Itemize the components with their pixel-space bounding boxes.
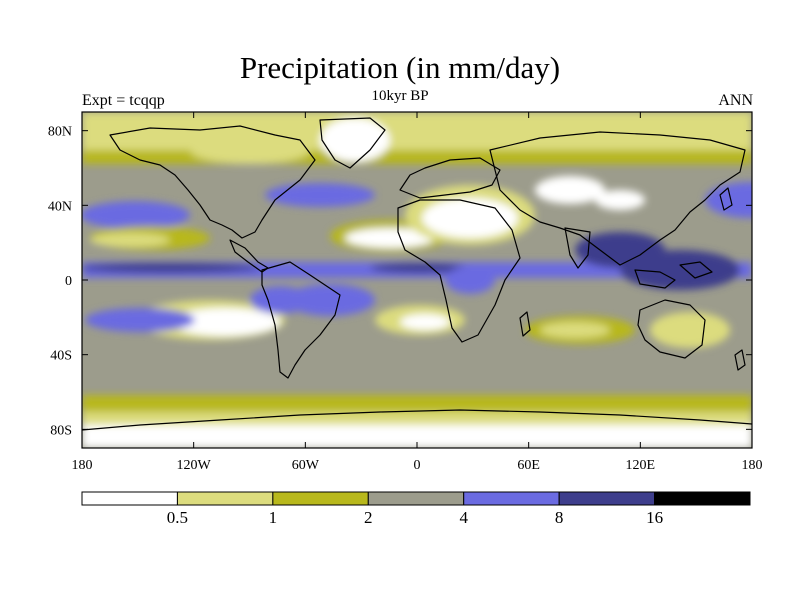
lat-tick-label: 80N [48, 125, 72, 140]
lon-tick-label: 120E [626, 458, 656, 473]
colorbar-level-label: 1 [269, 508, 278, 527]
latitude-labels: 80N 40N 0 40S 80S [48, 125, 72, 439]
lon-tick-label: 60E [517, 458, 540, 473]
lat-tick-label: 40S [50, 349, 72, 364]
colorbar-level-label: 8 [555, 508, 564, 527]
colorbar-swatch [654, 491, 751, 506]
colorbar: 0.5 1 2 4 8 16 [81, 491, 751, 527]
axis-ticks [81, 112, 753, 448]
colorbar-swatch [367, 491, 465, 506]
lon-tick-label: 0 [414, 458, 421, 473]
lat-tick-label: 0 [65, 274, 72, 289]
colorbar-level-label: 0.5 [167, 508, 188, 527]
longitude-labels: 180 120W 60W 0 60E 120E 180 [72, 458, 763, 473]
colorbar-swatch [558, 491, 656, 506]
lon-tick-label: 180 [742, 458, 763, 473]
lon-tick-label: 60W [292, 458, 320, 473]
colorbar-level-label: 16 [646, 508, 663, 527]
colorbar-level-label: 4 [459, 508, 468, 527]
coastlines [82, 117, 752, 431]
map-subtitle: 10kyr BP [371, 88, 429, 104]
colorbar-level-label: 2 [364, 508, 373, 527]
colorbar-swatch [176, 491, 274, 506]
season-label: ANN [718, 92, 753, 109]
experiment-label: Expt = tcqqp [82, 92, 165, 109]
precip-field [82, 112, 752, 448]
colorbar-swatch [272, 491, 369, 506]
lon-tick-label: 180 [72, 458, 93, 473]
map-title: Precipitation (in mm/day) [239, 50, 561, 85]
lon-tick-label: 120W [177, 458, 212, 473]
colorbar-swatch [81, 491, 178, 506]
colorbar-swatch [463, 491, 560, 506]
lat-tick-label: 80S [50, 423, 72, 438]
lat-tick-label: 40N [48, 199, 72, 214]
